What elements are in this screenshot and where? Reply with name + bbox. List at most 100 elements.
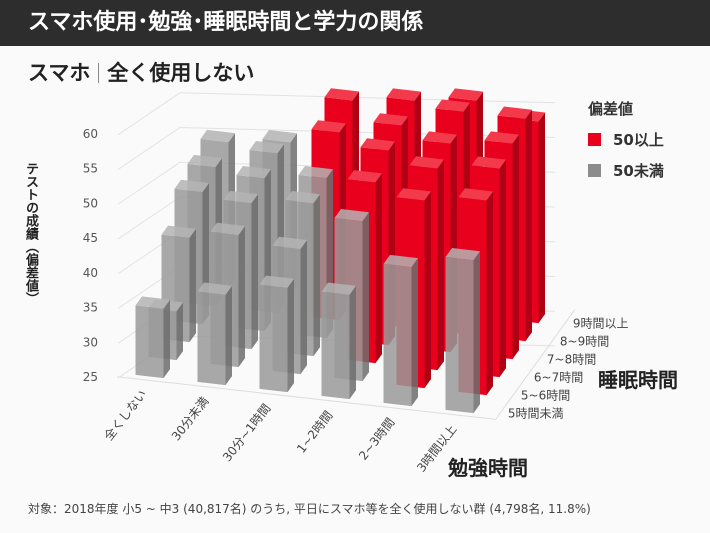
z-tick-label: 6~7時間 [534, 371, 583, 385]
bar-side-face [525, 109, 532, 342]
bar-top-face [223, 190, 258, 204]
bar-side-face [486, 191, 493, 396]
subtitle: スマホ 全く使用しない [28, 57, 254, 87]
bar-top-face [396, 188, 431, 201]
legend-swatch-gray [588, 164, 601, 177]
y-tick-label: 40 [83, 266, 98, 280]
bar-top-face [135, 296, 170, 309]
bar-front-face [383, 263, 412, 407]
bar-top-face [311, 120, 346, 133]
bar-top-face [445, 248, 480, 261]
x-axis-label: 勉強時間 [448, 456, 528, 480]
x-tick-label: 全くしない [101, 387, 150, 444]
bar-top-face [484, 131, 519, 144]
z-tick-label: 7~8時間 [547, 353, 596, 367]
bar-top-face [409, 156, 444, 169]
legend: 偏差値 50以上 50未満 [588, 98, 664, 181]
bar-top-face [272, 236, 307, 249]
y-tick-label: 35 [83, 301, 98, 315]
subtitle-left: スマホ [28, 61, 91, 85]
bar-top-face [210, 222, 245, 235]
floor-edge [117, 309, 576, 420]
bar-side-face [176, 302, 183, 361]
bar-side-face [499, 159, 506, 378]
bar-top-face [298, 166, 333, 179]
footnote: 対象：2018年度 小5 ~ 中3 (40,817名) のうち, 平日にスマホ等… [28, 502, 591, 516]
bar-side-face [189, 228, 196, 343]
bar-top-face [197, 282, 232, 295]
gridline [117, 92, 556, 136]
bar-30分~1時間-5時間未満 [259, 275, 294, 393]
bar-30分未満-5時間未満 [197, 282, 232, 386]
z-tick-label: 8~9時間 [560, 335, 609, 349]
bar-top-face [259, 275, 294, 288]
y-tick-label: 55 [83, 162, 98, 176]
legend-item-above: 50以上 [588, 129, 664, 150]
legend-swatch-red [588, 133, 601, 146]
bar-top-face [161, 225, 196, 238]
bar-top-face [285, 191, 320, 204]
y-tick-label: 25 [83, 370, 98, 384]
bar-side-face [411, 258, 418, 407]
y-tick-label: 50 [83, 196, 98, 210]
bar-side-face [313, 194, 320, 357]
bar-top-face [383, 254, 418, 268]
bar-top-face [249, 141, 284, 154]
bar-top-face [458, 188, 493, 201]
bar-3時間以上-5時間未満 [445, 248, 480, 414]
legend-label: 50未満 [613, 162, 664, 180]
bar-top-face [262, 130, 297, 143]
y-tick-label: 45 [83, 231, 98, 245]
bar-side-face [538, 112, 545, 324]
legend-item-below: 50未満 [588, 160, 664, 181]
bar-top-face [174, 179, 209, 192]
bar-front-face [445, 257, 474, 414]
bar-top-face [373, 113, 408, 126]
z-tick-label: 5~6時間 [521, 389, 570, 403]
bar-front-face [197, 291, 226, 386]
bar-top-face [347, 170, 382, 183]
bar-side-face [424, 191, 431, 389]
subtitle-right: 全く使用しない [107, 61, 255, 85]
subtitle-divider [98, 63, 100, 83]
bar-top-face [448, 88, 483, 101]
bar-top-face [386, 88, 421, 101]
bar-top-face [321, 282, 356, 295]
bar-front-face [321, 291, 350, 400]
bar-side-face [163, 299, 170, 379]
bar-top-face [324, 88, 359, 101]
y-tick-label: 60 [83, 127, 98, 141]
bar-side-face [375, 173, 382, 364]
bar-top-face [236, 166, 271, 179]
legend-label: 50以上 [613, 131, 664, 149]
legend-title: 偏差値 [588, 100, 634, 118]
bar-front-face [259, 284, 288, 393]
bar-side-face [300, 240, 307, 375]
bar-top-face [435, 99, 470, 112]
bar-side-face [238, 226, 245, 368]
bar-1~2時間-5時間未満 [321, 282, 356, 400]
header-title: スマホ使用･勉強･睡眠時間と学力の関係 [0, 0, 710, 46]
bar-side-face [512, 134, 519, 360]
bar-side-face [287, 278, 294, 393]
bar-top-face [200, 129, 235, 143]
bar-全くしない-5時間未満 [135, 296, 170, 379]
x-tick-label: 30分未満 [169, 394, 212, 443]
bar-top-face [497, 106, 532, 119]
bar-top-face [334, 209, 369, 222]
bar-top-face [471, 156, 506, 169]
z-axis-label: 睡眠時間 [598, 368, 678, 392]
bar-side-face [473, 251, 480, 414]
x-tick-label: 2~3時間 [356, 415, 397, 462]
z-tick-label: 5時間未満 [508, 407, 564, 421]
x-tick-label: 1~2時間 [294, 408, 335, 455]
bar-side-face [362, 212, 369, 382]
bar-2~3時間-5時間未満 [383, 254, 418, 407]
bar-top-face [422, 131, 457, 144]
z-tick-label: 9時間以上 [573, 317, 629, 331]
bar-top-face [187, 154, 222, 168]
bar-top-face [360, 138, 395, 151]
y-tick-label: 30 [83, 335, 98, 349]
bar-side-face [437, 159, 444, 371]
